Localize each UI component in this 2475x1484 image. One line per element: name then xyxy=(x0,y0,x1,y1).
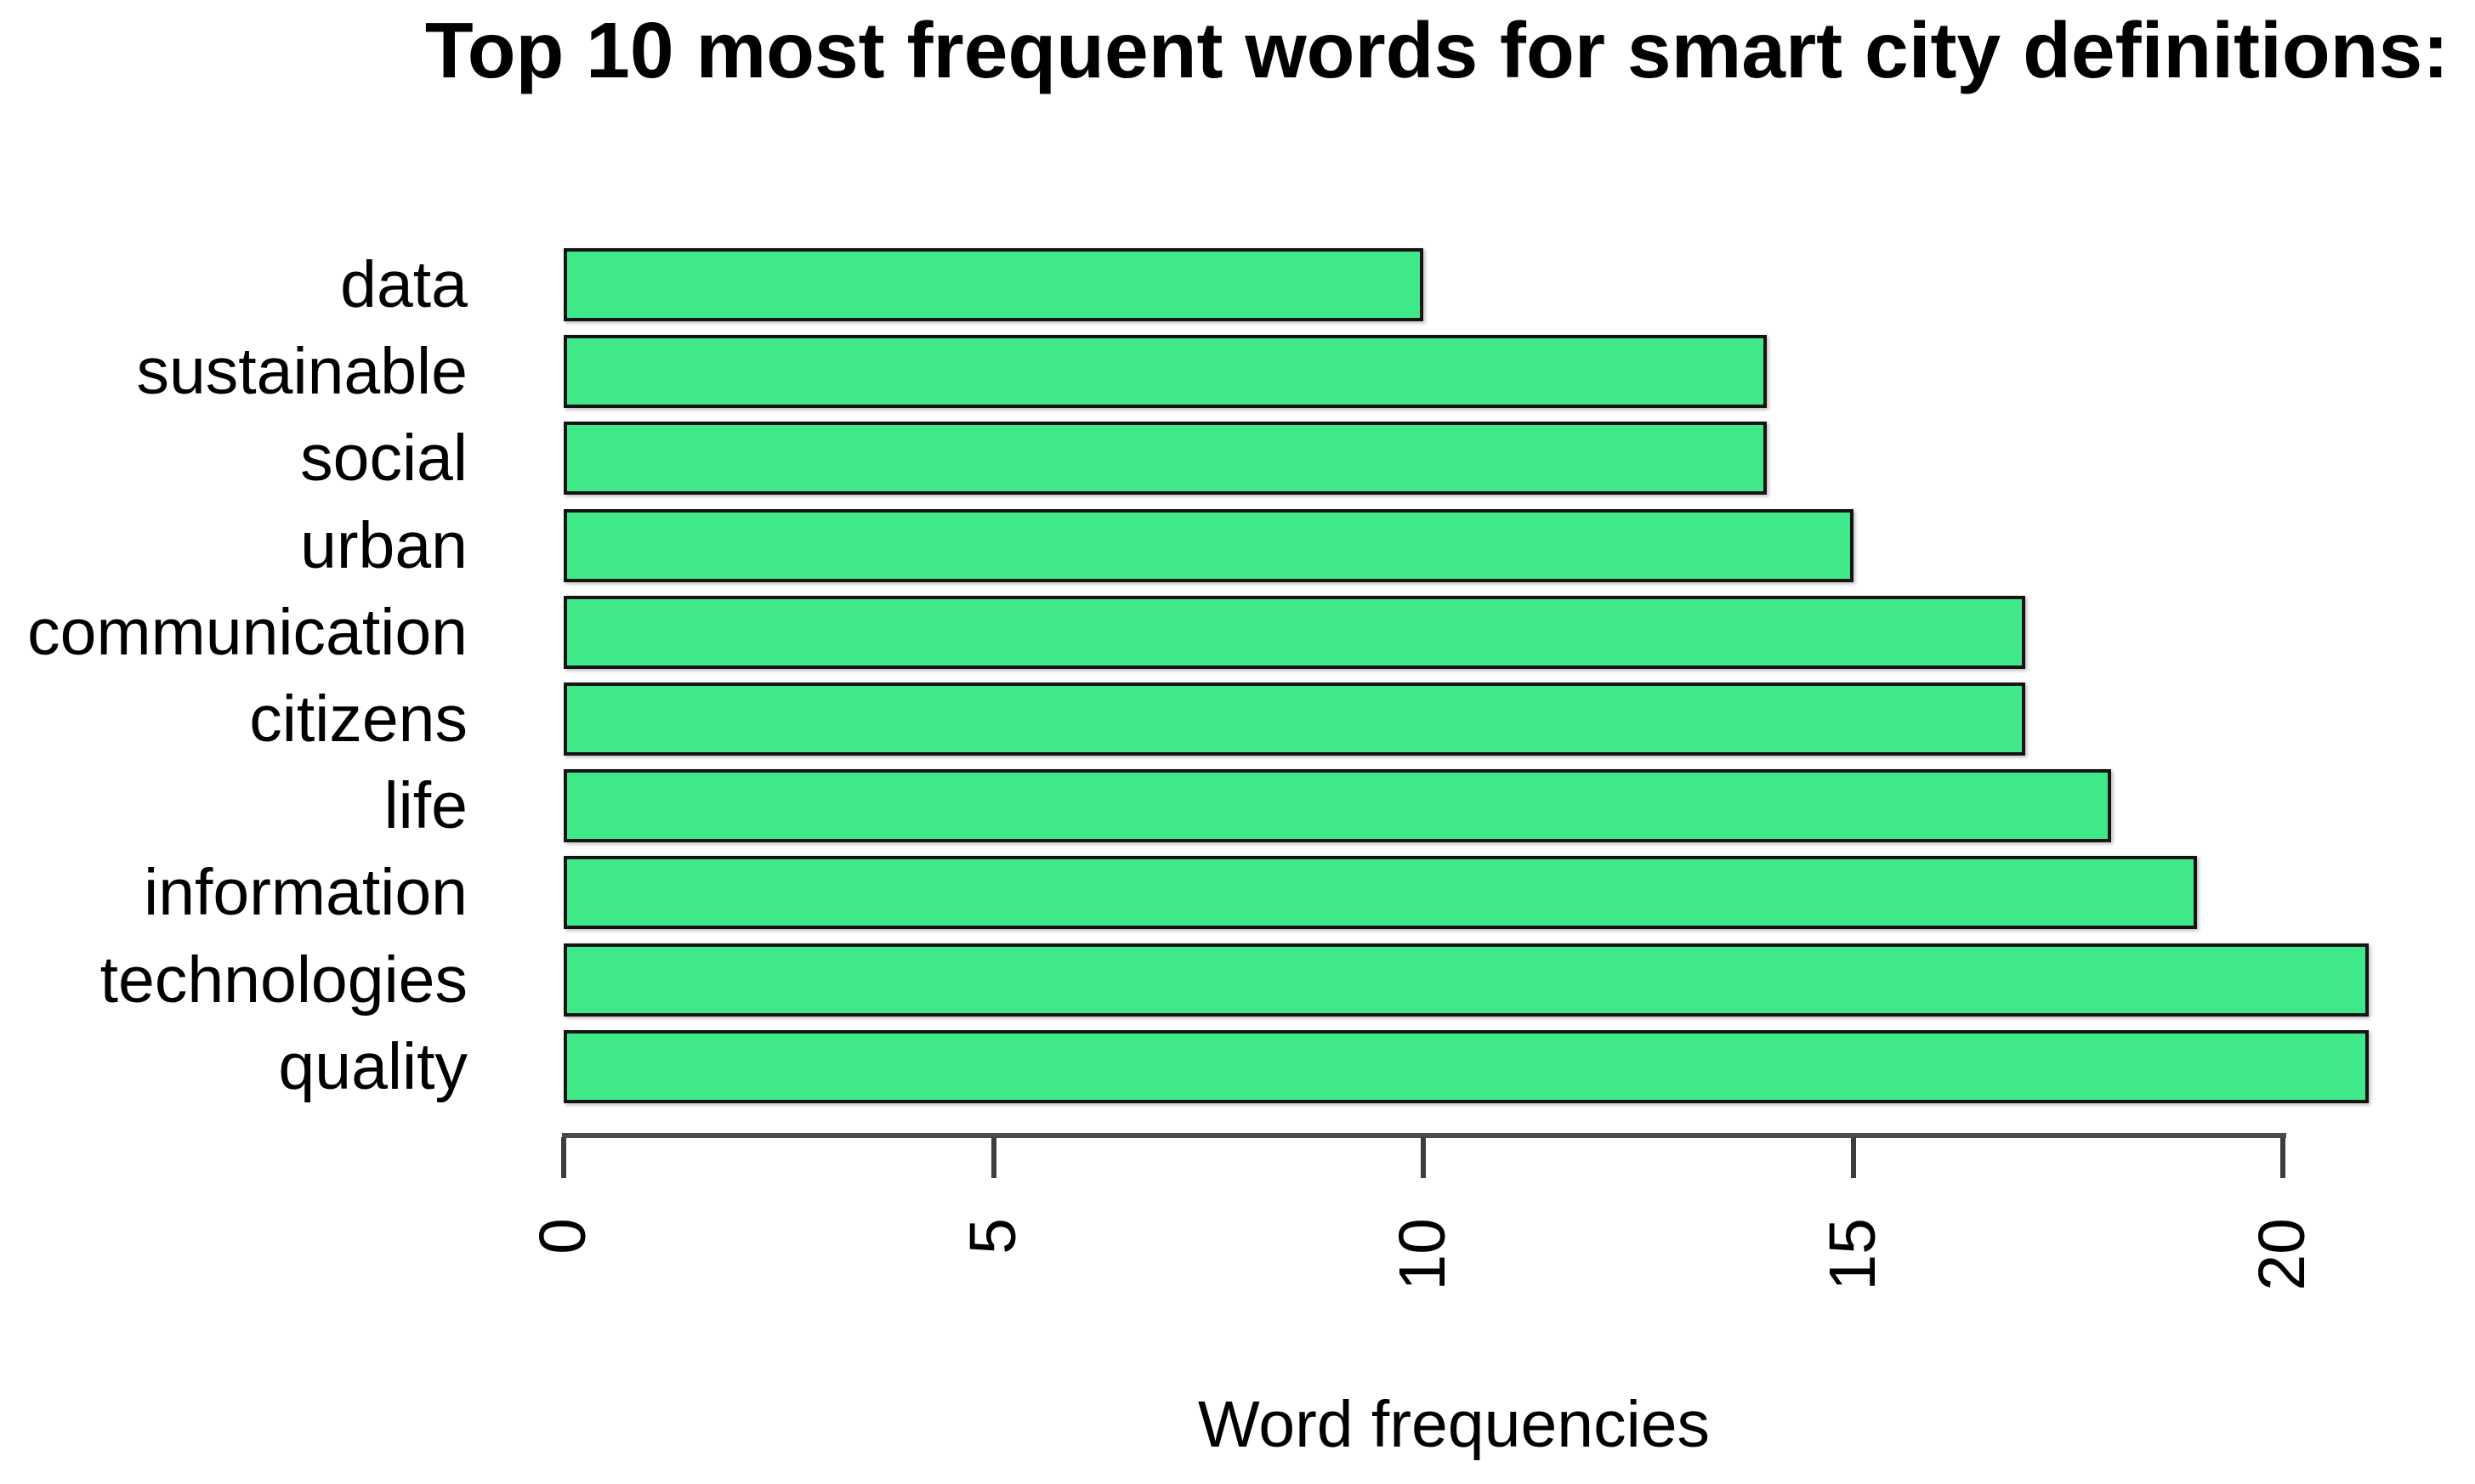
x-axis-tick-label: 10 xyxy=(1386,1218,1459,1291)
x-axis-tick xyxy=(1421,1137,1426,1178)
x-axis-tick-label: 20 xyxy=(2245,1218,2319,1291)
bar xyxy=(564,1030,2369,1103)
category-label: urban xyxy=(300,509,468,582)
x-axis-line xyxy=(562,1133,2286,1138)
chart-title: Top 10 most frequent words for smart cit… xyxy=(424,6,2449,94)
x-axis-tick xyxy=(2280,1137,2285,1178)
bar xyxy=(564,769,2111,842)
category-label: information xyxy=(144,856,468,929)
bar xyxy=(564,596,2025,669)
bar xyxy=(564,248,1423,321)
category-label: communication xyxy=(27,596,468,669)
bar xyxy=(564,943,2369,1017)
x-axis-tick-label: 0 xyxy=(526,1218,599,1255)
bar xyxy=(564,422,1767,495)
category-label: sustainable xyxy=(136,335,468,408)
category-label: citizens xyxy=(249,683,468,756)
x-axis-tick-label: 5 xyxy=(957,1218,1030,1255)
bar xyxy=(564,509,1853,582)
category-label: technologies xyxy=(99,943,468,1017)
bar xyxy=(564,335,1767,408)
category-label: life xyxy=(383,769,468,842)
category-label: data xyxy=(340,248,468,321)
category-label: quality xyxy=(278,1030,468,1103)
bar xyxy=(564,856,2197,929)
x-axis-tick xyxy=(561,1137,566,1178)
x-axis-label: Word frequencies xyxy=(1197,1388,1711,1461)
x-axis-tick xyxy=(1851,1137,1856,1178)
x-axis-tick xyxy=(991,1137,996,1178)
x-axis-tick-label: 15 xyxy=(1816,1218,1889,1291)
category-label: social xyxy=(300,422,468,495)
bar xyxy=(564,683,2025,756)
